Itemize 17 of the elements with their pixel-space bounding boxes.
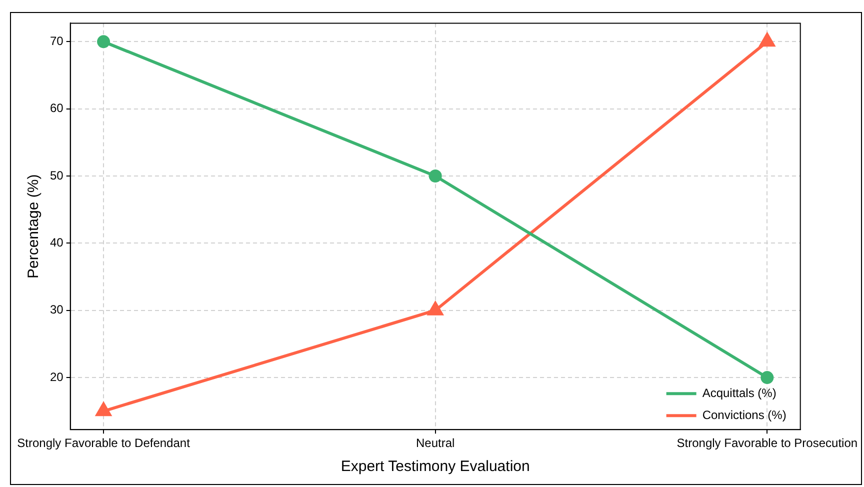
y-tick-label: 40 [50,236,64,250]
y-axis-title: Percentage (%) [25,174,42,279]
y-tick-label: 60 [50,101,64,116]
point [428,302,443,316]
y-tick-label: 50 [50,168,64,182]
point [96,402,112,416]
point [428,170,442,183]
y-tick-label: 20 [50,370,64,384]
x-tick-label: Neutral [416,436,455,450]
x-tick-label: Strongly Favorable to Prosecution [676,436,858,450]
legend-label: Acquittals (%) [702,386,776,400]
x-tick-label: Strongly Favorable to Defendant [17,436,191,450]
x-axis-title: Expert Testimony Evaluation [340,458,530,476]
legend-label: Convictions (%) [702,408,786,422]
point [97,35,110,48]
y-tick-label: 30 [50,302,64,317]
y-tick-label: 70 [50,34,64,48]
